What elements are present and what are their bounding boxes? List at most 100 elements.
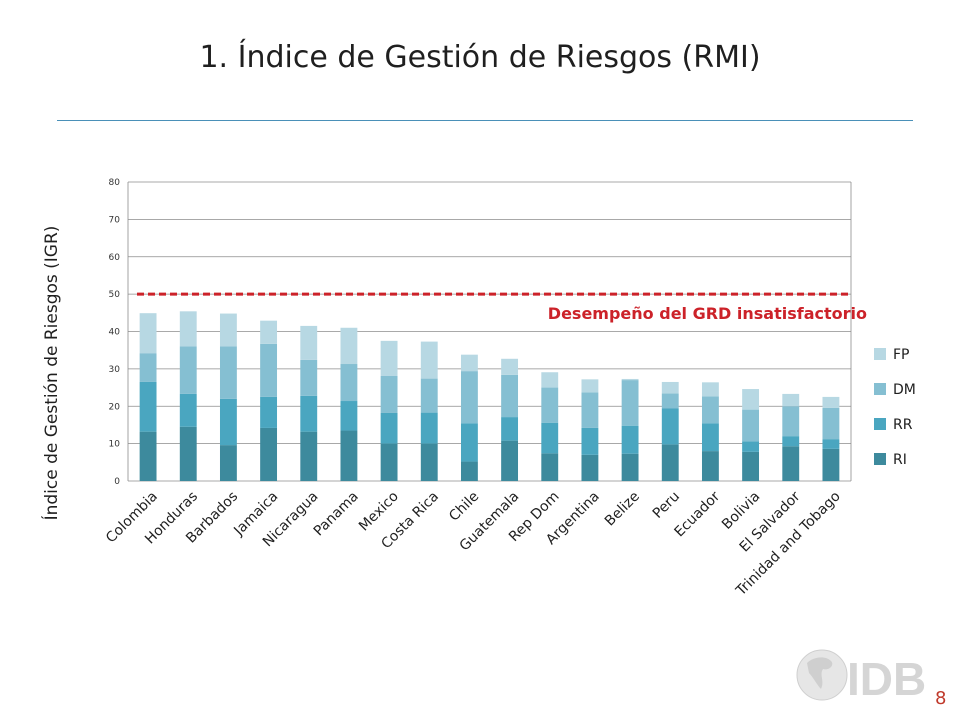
bar-segment-ri	[541, 453, 559, 481]
bar-segment-fp	[541, 372, 559, 388]
y-tick-label: 0	[114, 477, 120, 487]
bar-segment-ri	[742, 451, 760, 481]
bar-segment-fp	[742, 389, 760, 410]
y-tick-label: 80	[109, 178, 121, 188]
bar-segment-rr	[300, 395, 318, 432]
bar-segment-rr	[701, 423, 719, 452]
bar-segment-fp	[300, 325, 318, 360]
bar-segment-dm	[300, 359, 318, 396]
bar-segment-dm	[179, 346, 197, 394]
bar-segment-ri	[621, 453, 639, 481]
bar-segment-ri	[139, 431, 157, 481]
x-tick-label: Chile	[446, 489, 482, 525]
bar-segment-dm	[260, 343, 278, 397]
bar-segment-rr	[782, 436, 800, 447]
bar-segment-dm	[139, 353, 157, 382]
x-tick-label: Peru	[650, 489, 683, 522]
bar-segment-rr	[661, 408, 679, 445]
bar-segment-fp	[822, 396, 840, 408]
threshold-label: Desempeño del GRD insatisfactorio	[548, 304, 867, 323]
bar-segment-fp	[581, 379, 599, 393]
y-tick-label: 10	[109, 440, 121, 450]
bar-segment-dm	[782, 406, 800, 437]
bar-segment-ri	[380, 443, 398, 481]
bar-segment-ri	[219, 445, 237, 481]
bar-segment-dm	[541, 387, 559, 423]
bar-segment-fp	[460, 354, 478, 372]
y-tick-label: 50	[109, 290, 121, 300]
bar-segment-dm	[621, 380, 639, 426]
bar-segment-ri	[822, 448, 840, 481]
bar-segment-ri	[179, 426, 197, 481]
title-divider	[57, 120, 913, 121]
legend-swatch-rr	[874, 418, 886, 430]
bar-segment-rr	[380, 412, 398, 444]
legend-swatch-dm	[874, 383, 886, 395]
bar-segment-dm	[460, 371, 478, 424]
bar-segment-fp	[420, 341, 438, 379]
bar-segment-dm	[822, 407, 840, 440]
bar-segment-rr	[460, 423, 478, 462]
bar-segment-rr	[822, 439, 840, 449]
bar-segment-fp	[380, 340, 398, 376]
bar-segment-ri	[300, 431, 318, 481]
y-tick-label: 20	[109, 402, 121, 412]
bar-segment-rr	[501, 417, 519, 441]
bar-segment-rr	[179, 393, 197, 427]
bar-segment-rr	[621, 425, 639, 454]
bar-segment-ri	[340, 430, 358, 481]
bar-segment-dm	[420, 378, 438, 413]
bar-segment-rr	[139, 381, 157, 432]
idb-logo: IDB	[796, 649, 926, 705]
bar-segment-dm	[701, 396, 719, 424]
bar-segment-dm	[742, 409, 760, 442]
y-tick-label: 60	[109, 253, 121, 263]
bar-segment-rr	[219, 398, 237, 446]
svg-text:IDB: IDB	[847, 653, 926, 705]
bar-segment-rr	[742, 441, 760, 452]
legend-label-dm: DM	[893, 382, 916, 398]
legend-label-rr: RR	[893, 417, 913, 433]
bar-segment-ri	[701, 451, 719, 481]
legend-label-ri: RI	[893, 452, 907, 468]
bar-segment-ri	[782, 446, 800, 481]
legend-swatch-ri	[874, 453, 886, 465]
bar-segment-ri	[260, 427, 278, 481]
bar-segment-fp	[782, 393, 800, 407]
bar-segment-rr	[260, 396, 278, 428]
page-number: 8	[935, 688, 947, 709]
x-tick-label: Panama	[311, 489, 362, 540]
bar-segment-fp	[260, 320, 278, 344]
y-tick-label: 70	[109, 215, 121, 225]
bar-segment-rr	[420, 412, 438, 444]
legend-label-fp: FP	[893, 347, 910, 363]
y-tick-label: 30	[109, 365, 121, 375]
bar-segment-rr	[340, 401, 358, 431]
bar-segment-fp	[501, 358, 519, 375]
bar-segment-rr	[581, 427, 599, 455]
bar-segment-rr	[541, 422, 559, 454]
legend-swatch-fp	[874, 348, 886, 360]
bar-segment-ri	[661, 444, 679, 481]
bar-segment-ri	[460, 461, 478, 481]
bar-segment-dm	[661, 393, 679, 409]
bar-segment-fp	[219, 313, 237, 347]
bar-segment-fp	[139, 313, 157, 354]
bar-segment-fp	[701, 382, 719, 397]
bar-segment-dm	[380, 375, 398, 413]
y-tick-label: 40	[109, 328, 121, 338]
bar-segment-dm	[219, 346, 237, 399]
bar-segment-ri	[581, 454, 599, 481]
slide-title: 1. Índice de Gestión de Riesgos (RMI)	[199, 40, 761, 75]
bar-segment-ri	[501, 440, 519, 481]
bar-segment-dm	[581, 392, 599, 428]
bar-segment-fp	[621, 378, 639, 381]
bar-segment-ri	[420, 443, 438, 481]
bar-segment-dm	[501, 374, 519, 418]
bar-segment-dm	[340, 364, 358, 402]
x-tick-label: Belize	[602, 489, 643, 530]
bar-segment-fp	[179, 311, 197, 347]
bar-segment-fp	[661, 381, 679, 394]
bar-segment-fp	[340, 327, 358, 365]
